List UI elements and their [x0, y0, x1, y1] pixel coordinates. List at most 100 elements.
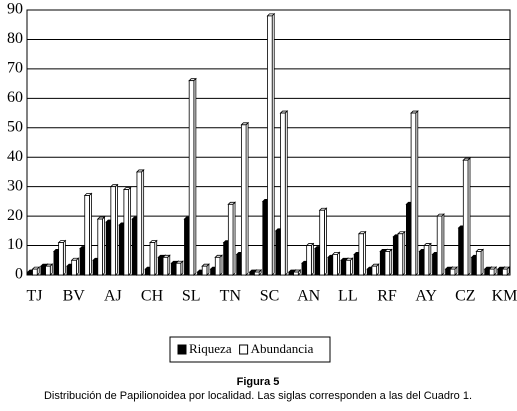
legend-swatch	[239, 344, 249, 355]
bar-part	[436, 215, 443, 276]
bar	[501, 266, 511, 276]
y-tick-label: 60	[7, 89, 23, 106]
x-tick-label: SC	[260, 288, 280, 305]
y-tick-label: 30	[7, 177, 23, 194]
bar-part	[201, 265, 208, 276]
bar-part	[66, 265, 73, 276]
bar-part	[123, 189, 130, 276]
bar-part	[340, 259, 347, 276]
bar-part	[45, 265, 51, 276]
caption: Distribución de Papilionoidea por locali…	[44, 390, 472, 402]
bar-part	[410, 112, 417, 276]
bar	[370, 263, 380, 276]
bar	[344, 257, 354, 276]
legend-label: Abundancia	[251, 341, 314, 356]
bar-part	[280, 112, 286, 276]
bar-part	[262, 200, 268, 276]
legend-swatch	[177, 344, 187, 355]
bar-part	[249, 271, 255, 276]
bar	[96, 216, 106, 276]
bar-part	[497, 268, 503, 276]
bar	[31, 266, 41, 276]
x-tick-label: RF	[377, 288, 397, 305]
y-tick-label: 80	[7, 30, 23, 47]
y-tick-label: 40	[7, 148, 23, 165]
bar	[331, 251, 341, 276]
bar-part	[449, 268, 456, 276]
legend-box	[169, 336, 331, 363]
bar-part	[110, 186, 116, 276]
x-tick-label: AY	[415, 288, 437, 305]
bar	[188, 77, 197, 276]
bar	[122, 186, 132, 276]
bar-part	[392, 236, 399, 276]
bar	[201, 263, 210, 276]
bar-part	[149, 242, 156, 276]
bar-part	[489, 268, 495, 276]
bar-part	[319, 209, 325, 276]
bar-part	[419, 251, 425, 276]
bar	[175, 260, 184, 276]
bar	[266, 12, 276, 276]
bar	[488, 266, 498, 276]
bar-part	[397, 233, 404, 276]
bar-part	[84, 195, 90, 276]
bar-part	[210, 268, 216, 276]
bar-part	[353, 253, 360, 276]
bar-part	[53, 251, 60, 276]
x-tick-label: TN	[220, 288, 242, 305]
bar-part	[157, 256, 164, 276]
bar-part	[379, 251, 386, 276]
bar-part	[171, 262, 177, 276]
bar-part	[471, 256, 477, 276]
y-tick-label: 50	[7, 118, 23, 135]
bar-part	[227, 203, 234, 276]
bar-part	[462, 159, 469, 276]
bar-part	[267, 15, 273, 276]
bar-part	[136, 171, 143, 276]
bar-part	[175, 262, 182, 276]
x-tick-label: AN	[297, 288, 321, 305]
bar-part	[27, 271, 33, 276]
bar-part	[214, 256, 221, 276]
y-tick-label: 10	[7, 236, 23, 253]
bar-part	[97, 218, 103, 276]
bar-part	[105, 221, 112, 276]
bar-part	[144, 268, 151, 276]
bar	[410, 110, 419, 276]
bar-part	[58, 242, 64, 276]
bar	[57, 239, 67, 276]
bar	[318, 207, 328, 276]
x-tick-label: BV	[63, 288, 86, 305]
bar	[44, 263, 54, 276]
y-tick-label: 20	[7, 207, 23, 224]
bar-part	[71, 259, 77, 276]
bar	[462, 157, 471, 276]
bar-part	[275, 230, 281, 276]
bar	[449, 266, 458, 276]
bar-part	[188, 80, 195, 276]
bar-part	[40, 265, 46, 276]
bar-part	[423, 245, 430, 276]
bar-part	[92, 259, 99, 276]
bar	[240, 121, 250, 276]
bar-part	[327, 256, 334, 276]
bar-part	[475, 251, 482, 276]
y-tick-label: 70	[7, 60, 23, 77]
bar-part	[366, 268, 373, 276]
bar-part	[345, 259, 351, 276]
x-tick-label: CZ	[455, 288, 475, 305]
bar-part	[131, 218, 138, 276]
bar-part	[236, 253, 242, 276]
bar	[83, 192, 93, 276]
bar-part	[458, 227, 464, 276]
y-tick-label: 90	[7, 1, 23, 18]
bar	[384, 248, 393, 276]
bar-part	[306, 245, 312, 276]
bar-part	[445, 268, 451, 276]
x-tick-label: TJ	[27, 288, 43, 305]
bar-part	[502, 268, 508, 276]
bar	[292, 269, 302, 276]
bar-part	[371, 265, 378, 276]
